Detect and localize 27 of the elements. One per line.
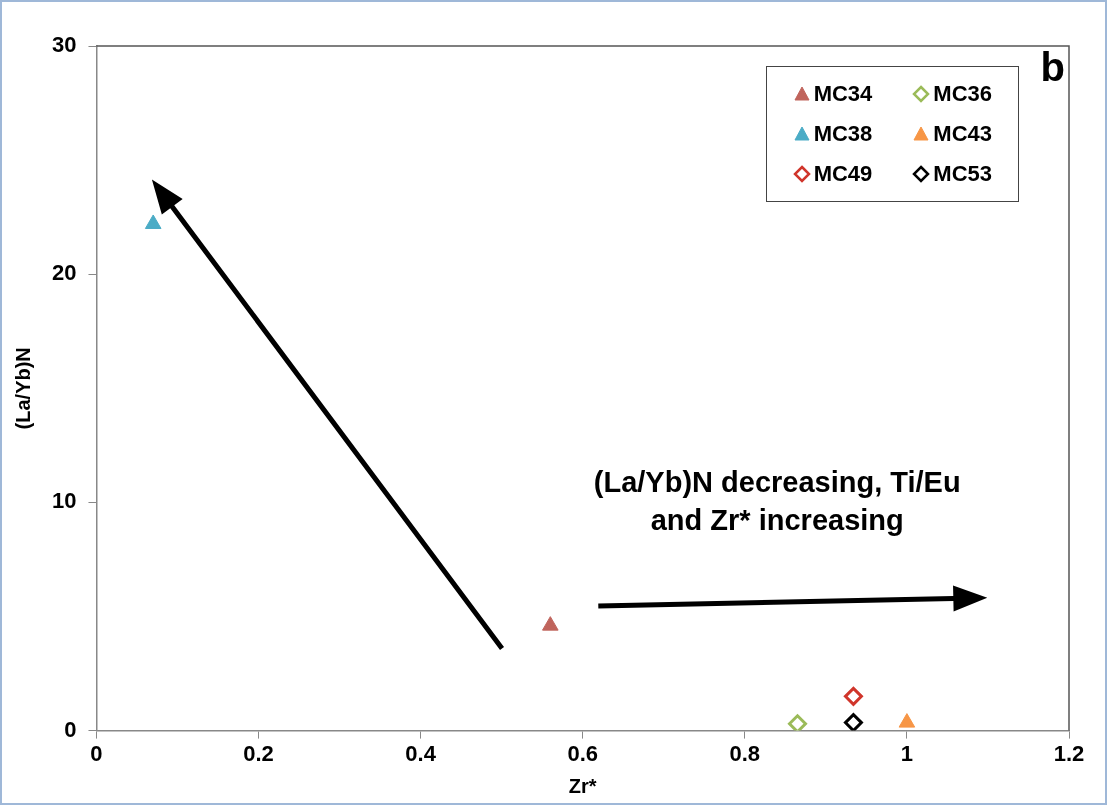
point (144, 214, 162, 229)
x-axis-title: Zr* (568, 774, 597, 797)
point (843, 686, 863, 706)
legend-label: MC53 (933, 161, 992, 187)
legend-label: MC34 (813, 81, 873, 107)
x-tick-label: 0 (90, 740, 103, 766)
y-tick-label: 20 (51, 260, 77, 286)
y-axis-title: (La/Yb)N (11, 347, 34, 430)
point (788, 714, 807, 731)
point (843, 713, 863, 731)
legend-label: MC38 (813, 121, 873, 147)
x-tick-label: 0.4 (405, 740, 437, 766)
y-tick-label: 10 (51, 488, 77, 514)
annotation: b (1040, 45, 1065, 90)
legend-label: MC49 (813, 161, 873, 187)
point (542, 616, 559, 631)
x-tick-label: 1.2 (1053, 740, 1085, 766)
x-tick-label: 0.8 (729, 740, 761, 766)
legend-label: MC43 (933, 121, 992, 147)
x-tick-label: 1 (900, 740, 914, 766)
y-tick-label: 30 (51, 32, 77, 58)
x-tick-label: 0.2 (243, 740, 274, 766)
y-tick-label: 0 (64, 716, 77, 742)
annotation: (La/Yb)N decreasing, Ti/Eu and Zr* increasing (593, 466, 961, 537)
legend-label: MC36 (933, 81, 992, 107)
x-tick-label: 0.6 (567, 740, 599, 766)
point (898, 713, 916, 728)
